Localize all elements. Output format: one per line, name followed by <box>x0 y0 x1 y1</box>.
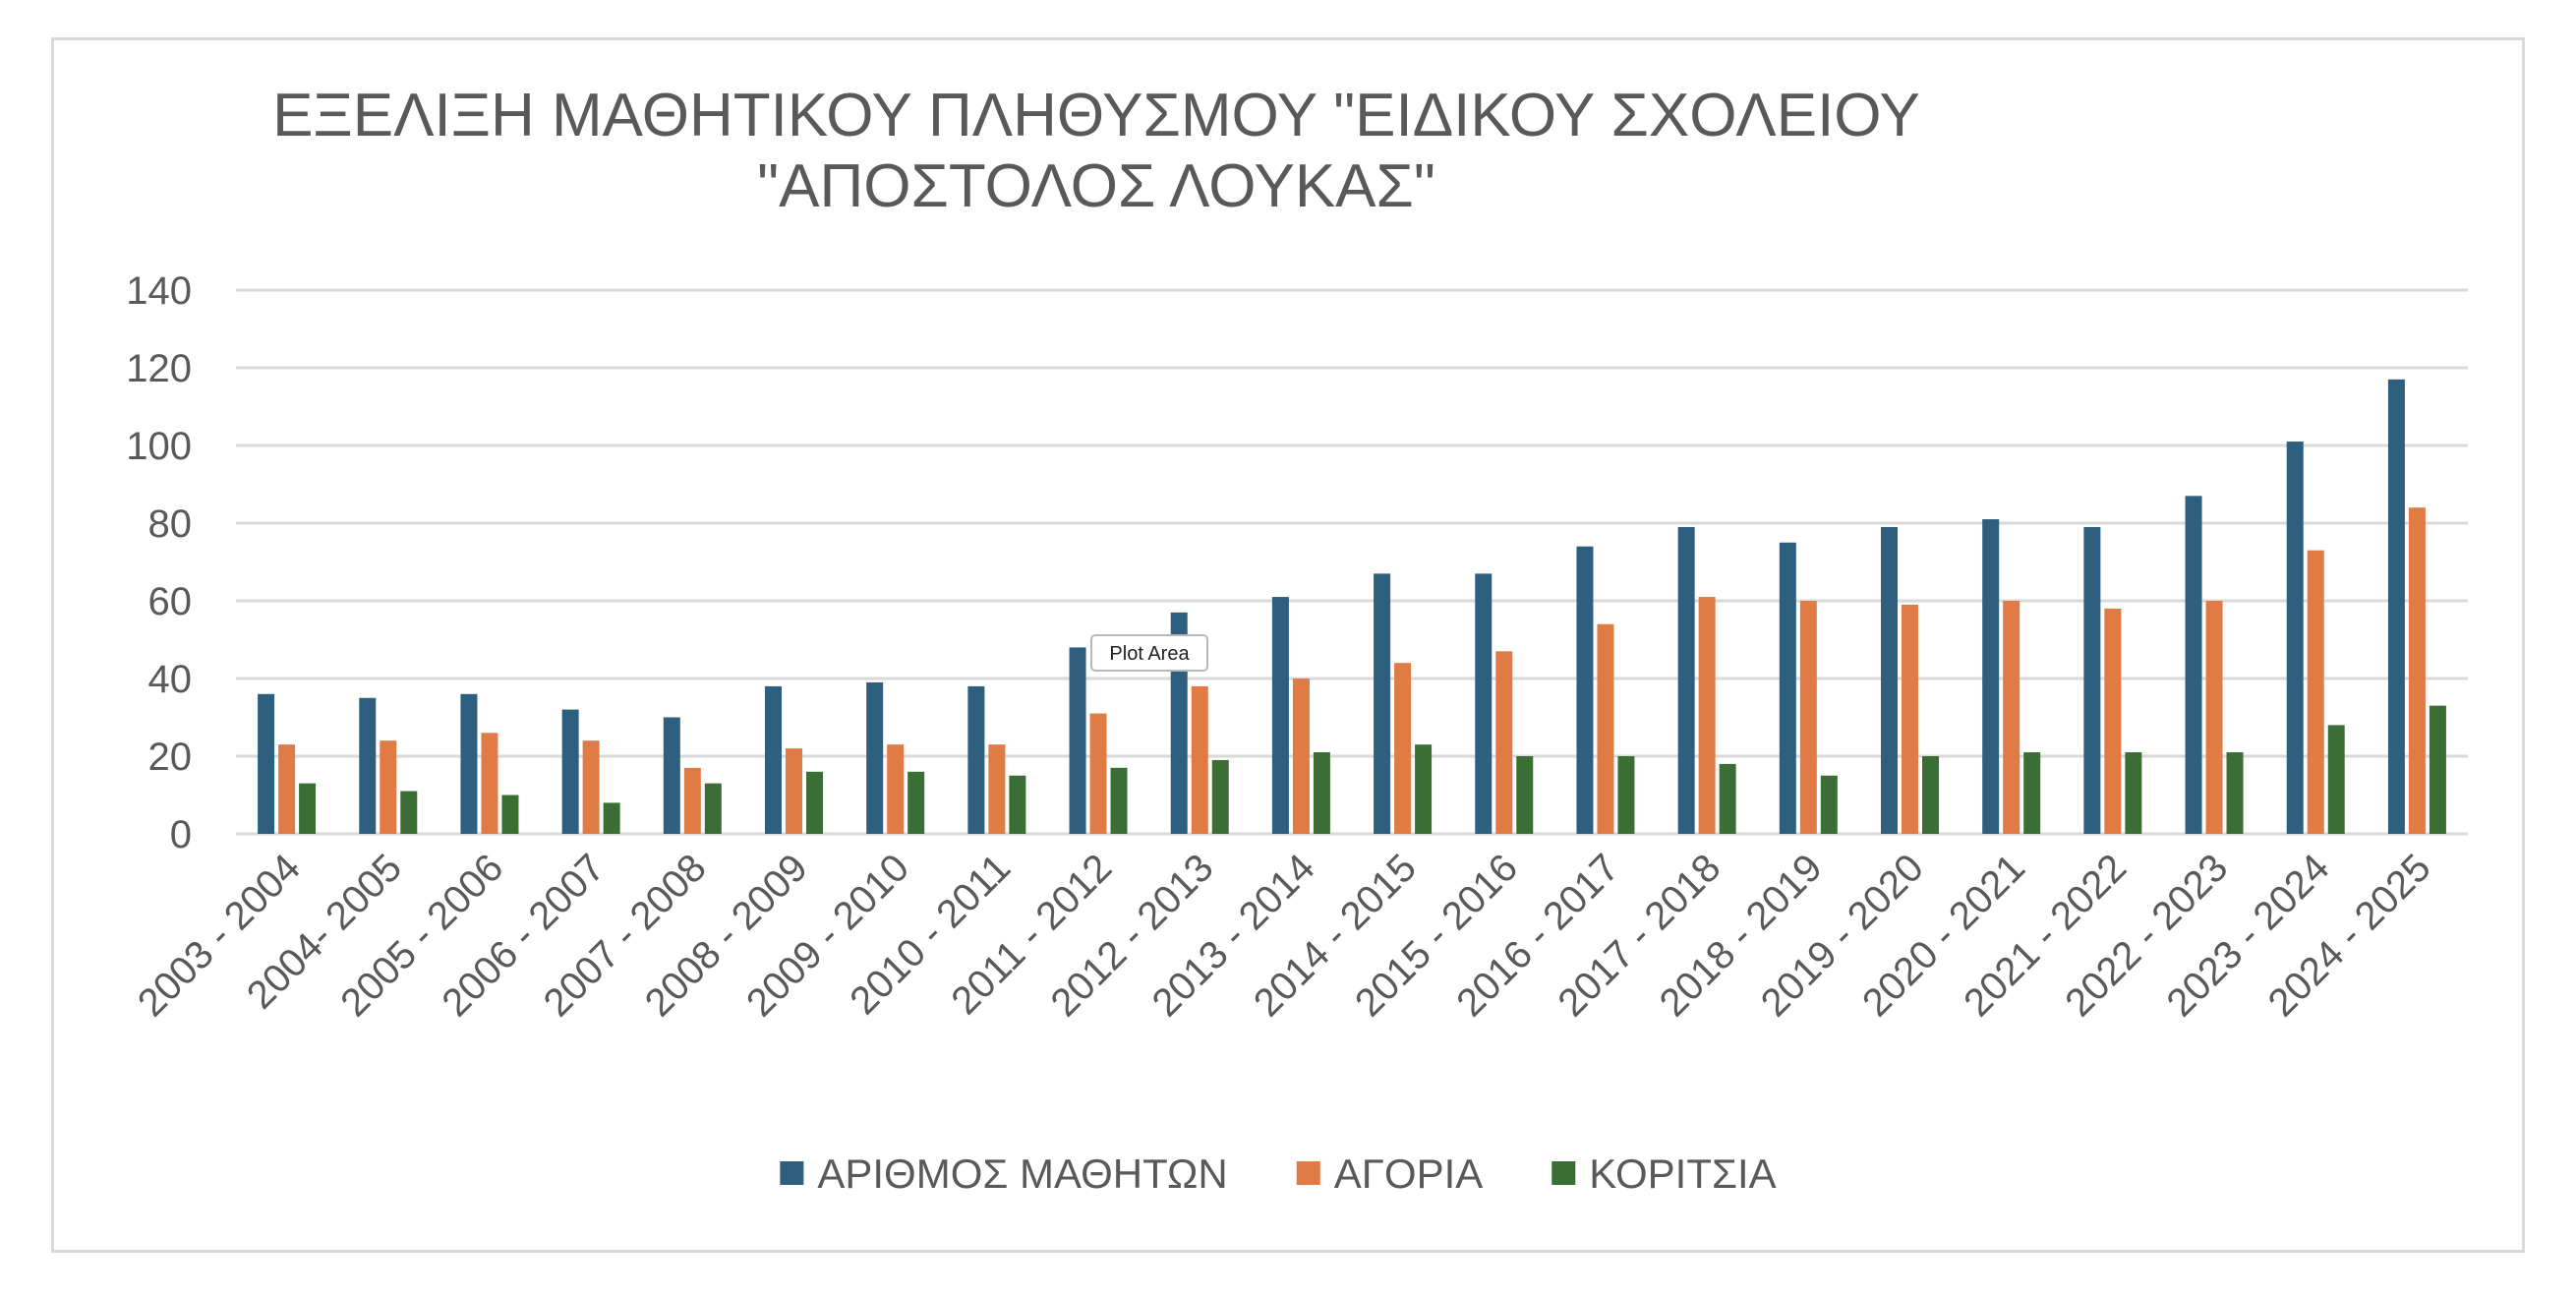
bar[interactable] <box>663 717 680 835</box>
bar[interactable] <box>786 748 802 834</box>
bar[interactable] <box>1677 526 1695 834</box>
bar[interactable] <box>460 693 478 834</box>
bar[interactable] <box>1982 519 2000 834</box>
bar[interactable] <box>603 802 620 834</box>
y-tick-label: 80 <box>148 502 193 546</box>
bar[interactable] <box>1576 546 1594 834</box>
bar[interactable] <box>1415 744 1433 834</box>
bar[interactable] <box>2226 752 2244 834</box>
chart-title-line-2: "ΑΠΟΣΤΟΛΟΣ ΛΟΥΚΑΣ" <box>757 152 1435 220</box>
bar[interactable] <box>299 783 317 834</box>
bar[interactable] <box>2286 442 2304 834</box>
bar[interactable] <box>1597 623 1614 834</box>
bar[interactable] <box>1698 597 1716 834</box>
bar[interactable] <box>1799 601 1817 834</box>
bar[interactable] <box>1779 542 1796 834</box>
bar[interactable] <box>1881 526 1898 834</box>
bar[interactable] <box>2327 725 2345 834</box>
bar[interactable] <box>1313 752 1330 834</box>
bar[interactable] <box>561 709 579 834</box>
bar[interactable] <box>866 681 884 834</box>
bar[interactable] <box>1089 713 1107 834</box>
tooltip-label: Plot Area <box>1109 643 1190 665</box>
bar[interactable] <box>1516 756 1534 834</box>
bar[interactable] <box>2023 752 2041 834</box>
y-tick-label: 140 <box>126 269 192 313</box>
bar[interactable] <box>765 685 782 834</box>
bar[interactable] <box>1820 775 1838 834</box>
bar[interactable] <box>2003 601 2020 834</box>
bar[interactable] <box>2185 496 2202 834</box>
y-tick-label: 0 <box>170 813 192 856</box>
bar[interactable] <box>1292 678 1310 834</box>
bar[interactable] <box>2387 379 2405 834</box>
y-axis: 0 20 40 60 80 100 120 140 <box>126 269 192 856</box>
bar[interactable] <box>1394 663 1412 834</box>
bar[interactable] <box>1191 685 1208 834</box>
bar[interactable] <box>683 767 701 834</box>
legend-swatch <box>1296 1161 1320 1185</box>
bar[interactable] <box>1495 651 1513 834</box>
legend-label: ΚΟΡΙΤΣΙΑ <box>1589 1150 1776 1197</box>
y-tick-label: 120 <box>126 347 192 390</box>
bar[interactable] <box>400 791 418 834</box>
bar[interactable] <box>1211 759 1229 834</box>
bar[interactable] <box>1922 756 1939 834</box>
bar[interactable] <box>806 771 823 834</box>
plot-area-tooltip: Plot Area <box>1090 634 1208 672</box>
plot-area[interactable] <box>258 379 2446 835</box>
y-tick-label: 40 <box>148 658 193 701</box>
bar[interactable] <box>258 693 275 834</box>
bar[interactable] <box>887 744 905 834</box>
legend-label: ΑΓΟΡΙΑ <box>1334 1150 1484 1197</box>
bar[interactable] <box>1009 775 1026 834</box>
legend-label: ΑΡΙΘΜΟΣ ΜΑΘΗΤΩΝ <box>817 1150 1227 1197</box>
bar[interactable] <box>1719 763 1736 834</box>
bar[interactable] <box>1902 604 1918 834</box>
bar[interactable] <box>2125 752 2142 834</box>
bar[interactable] <box>988 744 1006 834</box>
bar[interactable] <box>2408 507 2426 834</box>
legend[interactable]: ΑΡΙΘΜΟΣ ΜΑΘΗΤΩΝ ΑΓΟΡΙΑ ΚΟΡΙΤΣΙΑ <box>780 1150 1777 1197</box>
bar[interactable] <box>380 740 397 834</box>
bar[interactable] <box>1374 573 1391 834</box>
bar[interactable] <box>1069 647 1086 834</box>
bar[interactable] <box>278 744 296 834</box>
bar[interactable] <box>1475 573 1493 834</box>
bar[interactable] <box>2205 601 2223 834</box>
legend-swatch <box>780 1161 804 1185</box>
bar[interactable] <box>501 795 519 835</box>
bar[interactable] <box>1271 597 1289 834</box>
chart-title-line-1: ΕΞΕΛΙΞΗ ΜΑΘΗΤΙΚΟΥ ΠΛΗΘΥΣΜΟΥ "ΕΙΔΙΚΟΥ ΣΧΟ… <box>272 82 1920 149</box>
bar[interactable] <box>481 733 498 834</box>
bar[interactable] <box>1110 767 1128 834</box>
bar[interactable] <box>2429 705 2446 834</box>
bar[interactable] <box>582 740 600 834</box>
bar[interactable] <box>704 783 722 834</box>
chart-title: ΕΞΕΛΙΞΗ ΜΑΘΗΤΙΚΟΥ ΠΛΗΘΥΣΜΟΥ "ΕΙΔΙΚΟΥ ΣΧΟ… <box>272 82 1920 220</box>
legend-swatch <box>1551 1161 1576 1185</box>
bar[interactable] <box>1617 756 1635 834</box>
bar[interactable] <box>2083 526 2101 834</box>
bar[interactable] <box>907 771 925 834</box>
y-tick-label: 60 <box>148 580 193 623</box>
bar[interactable] <box>2307 550 2324 834</box>
tooltip-box <box>1090 634 1208 672</box>
y-tick-label: 20 <box>148 736 193 779</box>
bar[interactable] <box>2104 608 2122 834</box>
y-tick-label: 100 <box>126 425 192 468</box>
bar[interactable] <box>967 685 985 834</box>
bar[interactable] <box>359 697 377 834</box>
